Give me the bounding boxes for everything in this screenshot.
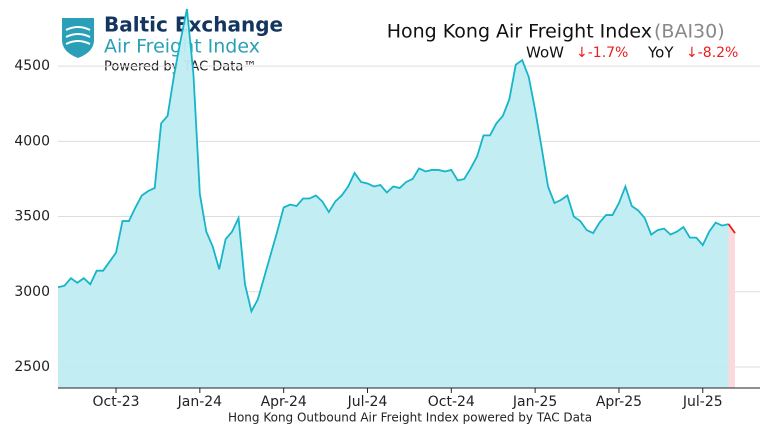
y-tick-label: 3000 [14, 284, 50, 300]
y-tick-label: 4500 [14, 58, 50, 74]
chart-title: Hong Kong Air Freight Index [387, 21, 652, 43]
change-value: ↓-1.7% [576, 45, 628, 61]
x-tick-label: Apr-25 [596, 394, 642, 410]
line [57, 8, 729, 314]
change-name: WoW [526, 44, 564, 62]
y-tick-label: 4000 [14, 133, 50, 149]
brand-name: Baltic Exchange [104, 13, 283, 37]
change-name: YoY [647, 44, 674, 62]
index-code: (BAI30) [654, 21, 725, 43]
x-tick-label: Jan-24 [177, 394, 223, 410]
x-tick-label: Apr-24 [261, 394, 307, 410]
y-tick-label: 2500 [14, 359, 50, 375]
x-tick-label: Oct-23 [92, 394, 139, 410]
y-tick-label: 3500 [14, 209, 50, 225]
logo-waves [65, 26, 91, 45]
logo: Baltic Exchange Air Freight Index Powere… [62, 13, 283, 75]
change-value: ↓-8.2% [686, 45, 738, 61]
decline-line [727, 223, 736, 234]
x-tick-label: Jul-24 [347, 394, 388, 410]
x-axis-label: Hong Kong Outbound Air Freight Index pow… [228, 411, 592, 425]
x-tick-label: Oct-24 [428, 394, 475, 410]
x-tick-label: Jul-25 [682, 394, 723, 410]
x-tick-label: Jan-25 [512, 394, 557, 410]
logo-shield [62, 18, 94, 58]
area-fill [58, 9, 729, 389]
decline-fill [728, 224, 735, 388]
